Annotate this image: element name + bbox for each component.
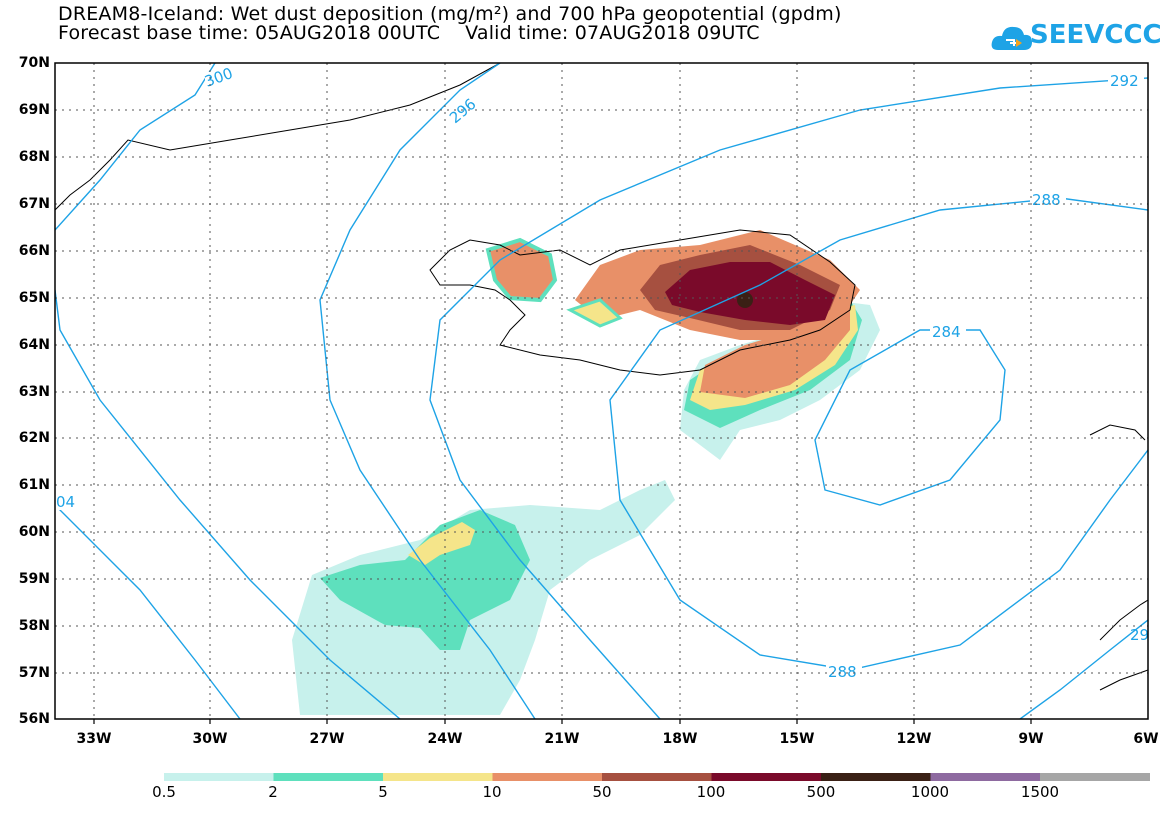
lat-label: 58N: [18, 618, 50, 634]
contour-label-288: 288: [1032, 191, 1061, 209]
colorbar-label: 1000: [910, 783, 950, 801]
map-frame: [54, 62, 1149, 720]
colorbar-swatch: [711, 773, 822, 781]
lon-label: 27W: [309, 731, 345, 747]
coastline-greenland: [55, 63, 501, 211]
dust-field-sw-mid: [320, 510, 530, 650]
lon-label: 18W: [662, 731, 698, 747]
dust-field-westfjord: [488, 240, 555, 300]
contour-line-300b: [55, 289, 401, 719]
contour-line-284: [814, 329, 1006, 506]
contour-label-284: 284: [932, 323, 961, 341]
dust-field-westfjord-rim: [485, 237, 558, 303]
contour-line-288: [609, 197, 1148, 671]
contour-line-292: [429, 77, 1148, 719]
colorbar-label: 50: [592, 783, 612, 801]
colorbar-swatch: [930, 773, 1041, 781]
colorbar-swatch: [821, 773, 931, 781]
dust-field-sw-high: [408, 522, 475, 565]
contour-label-292: 292: [1110, 72, 1139, 90]
contour-label-29: 29: [1130, 626, 1149, 644]
contour-line-296: [319, 63, 536, 719]
colorbar: [164, 773, 1150, 781]
lat-label: 64N: [18, 337, 50, 353]
lat-label: 68N: [18, 149, 50, 165]
dust-field-patch: [566, 298, 623, 328]
coastline-faroe: [1089, 424, 1146, 441]
lat-label: 57N: [18, 665, 50, 681]
lat-label: 65N: [18, 290, 50, 306]
colorbar-swatch: [273, 773, 384, 781]
lat-label: 69N: [18, 102, 50, 118]
colorbar-label: 2: [268, 783, 278, 801]
lat-label: 67N: [18, 196, 50, 212]
lon-label: 6W: [1133, 731, 1159, 747]
lat-label: 56N: [18, 711, 50, 727]
colorbar-swatch: [383, 773, 493, 781]
lon-label: 30W: [192, 731, 228, 747]
coastline-scotland: [1099, 599, 1148, 691]
colorbar-label: 1500: [1020, 783, 1060, 801]
lon-label: 12W: [896, 731, 932, 747]
lon-label: 24W: [427, 731, 463, 747]
lon-label: 9W: [1018, 731, 1044, 747]
map-title: DREAM8-Iceland: Wet dust deposition (mg/…: [58, 3, 842, 25]
colorbar-label: 100: [696, 783, 726, 801]
lat-label: 60N: [18, 524, 50, 540]
colorbar-label: 10: [482, 783, 502, 801]
lat-label: 63N: [18, 384, 50, 400]
lon-label: 33W: [76, 731, 112, 747]
lon-label: 21W: [544, 731, 580, 747]
lat-label: 66N: [18, 243, 50, 259]
colorbar-label: 0.5: [152, 783, 176, 801]
lon-label: 15W: [779, 731, 815, 747]
contour-line-292b: [1019, 619, 1148, 719]
lat-label: 59N: [18, 571, 50, 587]
axis-ticks: [93, 719, 1032, 724]
colorbar-swatch: [492, 773, 603, 781]
colorbar-swatch: [1040, 773, 1150, 781]
contour-label-04: 04: [56, 493, 75, 511]
colorbar-swatch: [164, 773, 274, 781]
contour-label-288b: 288: [828, 663, 857, 681]
logo-text: SEEVCCC: [1030, 20, 1162, 50]
lat-label: 62N: [18, 430, 50, 446]
colorbar-label: 5: [378, 783, 388, 801]
contour-line-300: [55, 63, 216, 231]
colorbar-swatch: [602, 773, 712, 781]
lat-label: 61N: [18, 477, 50, 493]
cloud-icon: [991, 26, 1032, 50]
map-subtitle: Forecast base time: 05AUG2018 00UTC Vali…: [58, 22, 760, 44]
lat-label: 70N: [18, 55, 50, 71]
dust-field-peak: [737, 292, 753, 308]
colorbar-label: 500: [806, 783, 836, 801]
